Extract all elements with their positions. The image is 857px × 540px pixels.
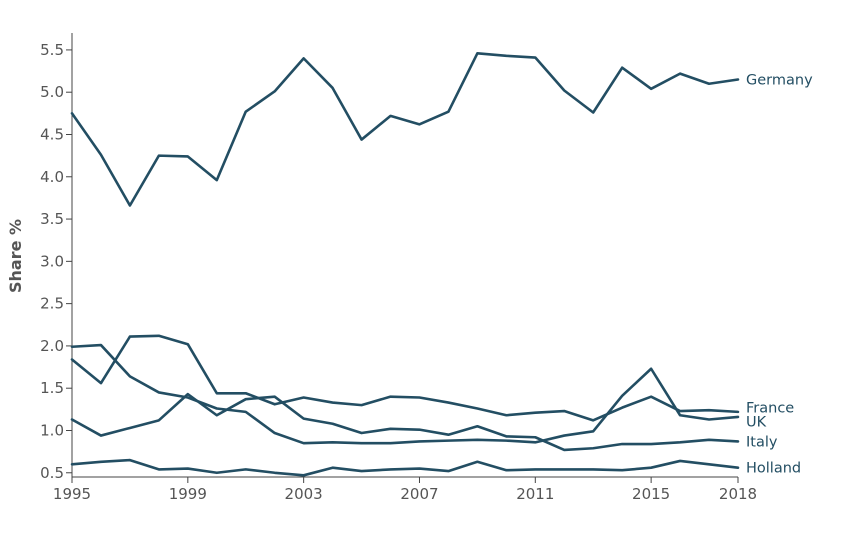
y-tick-label: 5.5: [40, 41, 64, 59]
x-tick-label: 1995: [53, 485, 91, 503]
y-tick-label: 0.5: [40, 464, 64, 482]
series-line-italy: [70, 392, 740, 452]
y-tick-label: 5.0: [40, 83, 64, 101]
y-tick-label: 1.0: [40, 421, 64, 439]
y-axis-ticks: 0.5 1.0 1.5 2.0 2.5 3.0 3.5 4.0 4.5 5.0 5.5: [40, 41, 72, 482]
series-line-uk: [70, 343, 740, 445]
series-label-germany: Germany: [746, 73, 813, 89]
series-label-france: France: [746, 400, 794, 416]
y-tick-label: 4.0: [40, 168, 64, 186]
series-lines: [70, 51, 740, 477]
series-label-holland: Holland: [746, 461, 801, 477]
x-tick-label: 2018: [719, 485, 757, 503]
x-tick-label: 2007: [400, 485, 438, 503]
x-tick-label: 2003: [285, 485, 323, 503]
series-label-uk: UK: [746, 414, 767, 430]
axes: [71, 33, 738, 478]
series-line-germany: [70, 51, 740, 207]
y-tick-label: 1.5: [40, 379, 64, 397]
y-axis-title: Share %: [6, 219, 25, 293]
series-line-holland: [70, 458, 740, 477]
x-axis-ticks: 1995 1999 2003 2007 2011 2015 2018: [53, 477, 757, 503]
x-tick-label: 1999: [169, 485, 207, 503]
y-tick-label: 2.0: [40, 337, 64, 355]
y-tick-label: 3.5: [40, 210, 64, 228]
series-line-france: [70, 334, 740, 422]
y-tick-label: 2.5: [40, 295, 64, 313]
series-label-italy: Italy: [746, 434, 778, 450]
y-tick-label: 3.0: [40, 252, 64, 270]
x-tick-label: 2015: [632, 485, 670, 503]
y-tick-label: 4.5: [40, 125, 64, 143]
x-tick-label: 2011: [516, 485, 554, 503]
